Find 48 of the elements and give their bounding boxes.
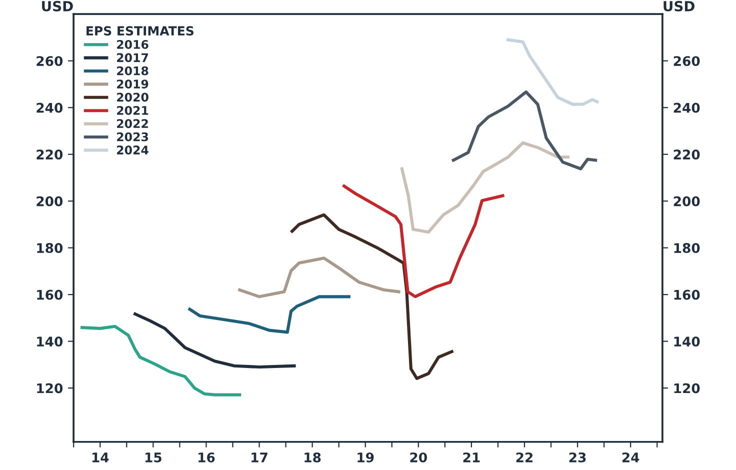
x-tick-label: 18 [304,452,321,462]
y-tick-label: 120 [37,383,63,394]
x-tick-label: 21 [463,452,480,462]
line-series [80,324,242,396]
legend-label: 2021 [117,106,148,115]
line-series [290,213,454,380]
x-tick-label: 24 [622,452,640,462]
y2-tick-label: 200 [674,196,700,206]
y-axis-title: USD [42,0,73,12]
y-tick-label: 220 [36,150,63,160]
line-series [452,90,598,170]
legend-label: 2024 [117,146,148,154]
legend-label: 2016 [117,40,148,49]
x-tick-label: 22 [516,452,533,462]
x-tick-label: 19 [358,452,374,462]
line-series [238,256,400,298]
y2-tick-label: 220 [674,150,700,160]
x-tick-label: 17 [252,452,268,462]
line-series [134,312,296,369]
y2-tick-label: 180 [674,243,700,254]
legend-title: EPS ESTIMATES [86,26,194,36]
x-tick-label: 14 [92,452,109,462]
legend-label: 2018 [117,66,148,76]
line-series [188,295,350,334]
y2-tick-label: 160 [674,290,700,300]
y-tick-label: 180 [37,243,63,254]
y2-tick-label: 120 [674,383,700,394]
legend-label: 2023 [117,132,148,142]
x-tick-label: 23 [569,452,586,462]
legend-label: 2022 [117,119,148,128]
y-tick-label: 200 [36,196,63,206]
legend-label: 2019 [117,80,148,88]
line-series [342,184,504,298]
y-tick-label: 240 [36,102,63,113]
line-series [506,38,599,106]
y-tick-label: 160 [37,290,63,300]
legend-label: 2017 [117,53,148,62]
y2-tick-label: 240 [674,102,700,113]
x-tick-label: 20 [410,452,427,462]
line-series [400,141,570,234]
y2-tick-label: 260 [674,56,700,66]
x-tick-label: 15 [145,452,162,462]
y-tick-label: 260 [36,56,63,66]
x-tick-label: 16 [198,452,215,462]
y2-tick-label: 140 [674,336,700,347]
legend-label: 2020 [117,92,148,102]
y2-axis-title: USD [664,0,694,12]
y-tick-label: 140 [37,336,63,347]
